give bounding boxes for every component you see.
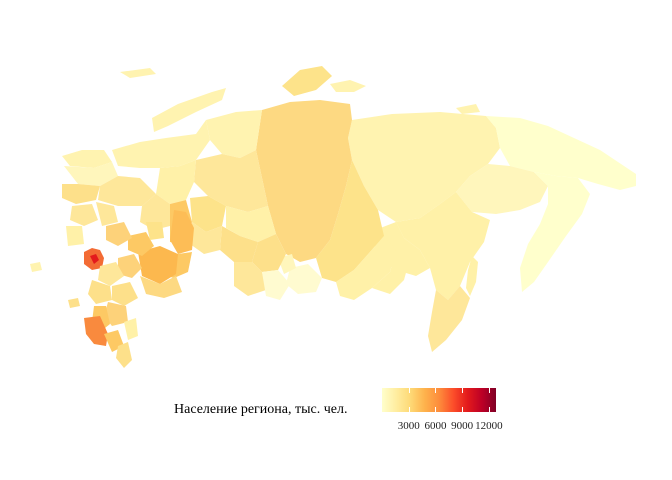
legend-tick-mark [462, 407, 464, 412]
legend-tick-mark [488, 388, 490, 393]
region-yakutia [348, 112, 500, 222]
region-primorye [428, 286, 470, 352]
region-tula-ryazan [98, 262, 124, 286]
region-novaya-zemlya [152, 88, 226, 132]
region-murmansk [62, 150, 112, 168]
region-crimea [68, 298, 80, 308]
region-krasnoyarsk [256, 100, 352, 262]
region-arkhangelsk [112, 120, 210, 168]
region-volgograd [104, 302, 128, 326]
region-karelia [64, 162, 118, 186]
legend-tick-mark [408, 388, 410, 393]
region-samara [118, 254, 142, 278]
region-khabarovsk [396, 192, 490, 300]
region-vologda [98, 176, 156, 206]
region-moscow-city [90, 254, 99, 264]
region-tver [70, 204, 98, 226]
legend-tick-label: 12000 [475, 420, 503, 432]
region-smolensk [66, 226, 84, 246]
region-wrangel [456, 104, 480, 114]
region-tyva [286, 264, 322, 294]
region-kamchatka [520, 172, 590, 292]
region-magadan [456, 164, 548, 214]
region-zabaykalsky [372, 222, 410, 294]
region-altai-republic [262, 270, 290, 300]
legend-title: Население региона, тыс. чел. [174, 402, 348, 417]
region-voronezh [88, 280, 112, 304]
region-leningrad [62, 184, 100, 204]
region-tatarstan [128, 232, 154, 256]
region-tyumen [190, 196, 226, 232]
legend-tick-label: 6000 [424, 420, 447, 432]
legend-tick-mark [435, 388, 437, 393]
region-krasnodar [84, 316, 108, 346]
region-kirov [140, 194, 170, 230]
legend-tick-label: 9000 [451, 420, 474, 432]
legend-tick-mark [435, 407, 437, 412]
region-tomsk [226, 206, 276, 242]
region-khanty-mansi [194, 150, 268, 212]
legend-tick-mark [462, 388, 464, 393]
region-sverdlovsk [170, 210, 194, 254]
legend-color-bar [382, 388, 496, 412]
region-buryatia [336, 236, 396, 300]
region-udmurtia [146, 222, 164, 240]
region-omsk [190, 222, 222, 254]
legend-tick-label: 3000 [397, 420, 420, 432]
region-kemerovo [252, 234, 286, 272]
legend-tick-mark [488, 407, 490, 412]
region-sakhalin [466, 256, 478, 296]
region-astrakhan [124, 318, 138, 340]
legend-tick-mark [408, 407, 410, 412]
region-nizhny [106, 222, 132, 246]
region-orenburg [140, 276, 182, 298]
region-saratov [112, 282, 138, 306]
region-yaroslavl [96, 202, 118, 226]
region-kaliningrad [30, 262, 42, 272]
region-bashkortostan [138, 246, 178, 284]
region-new-siberian-islands [330, 80, 366, 92]
region-komi [156, 160, 196, 204]
region-chukotka [486, 116, 636, 190]
region-irkutsk [316, 160, 384, 282]
region-novosibirsk [220, 226, 258, 262]
region-dagestan [116, 342, 132, 368]
region-franz-josef [120, 68, 156, 78]
region-altai-krai [234, 262, 266, 296]
region-yamal [206, 110, 262, 158]
region-severnaya-zemlya [282, 66, 332, 96]
